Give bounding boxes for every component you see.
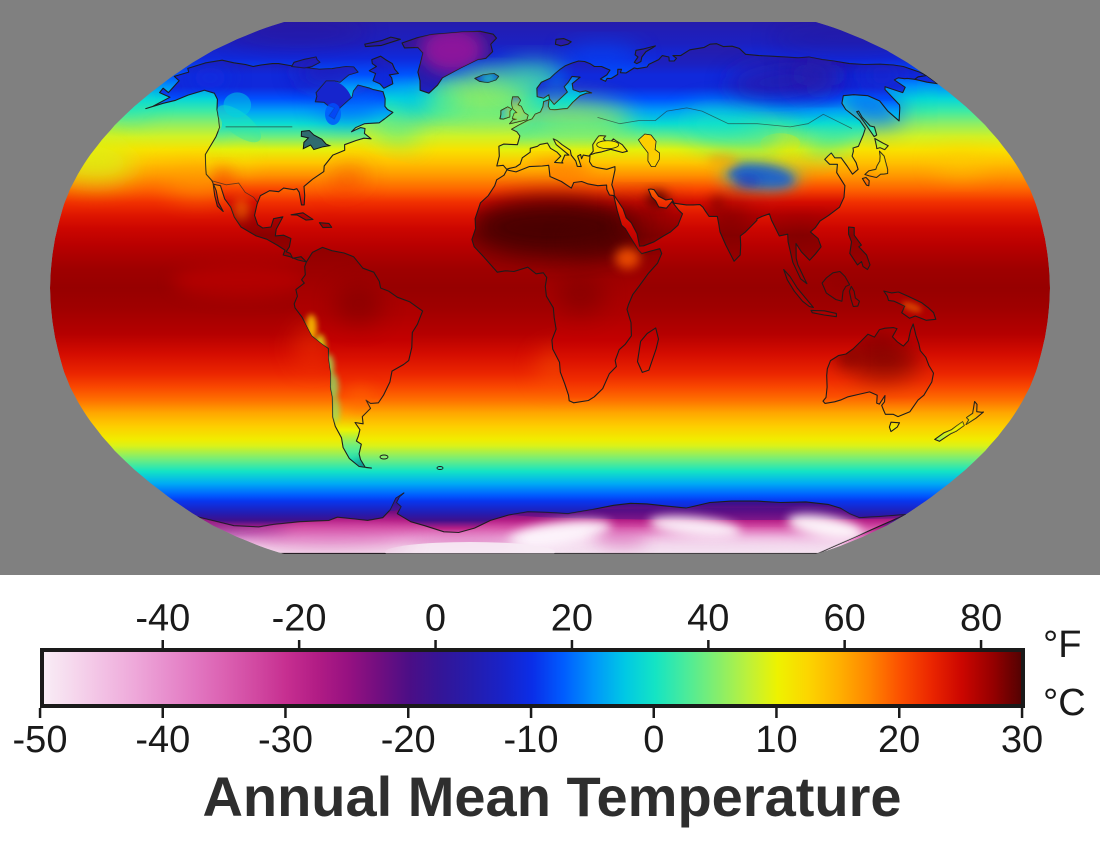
svg-text:-40: -40 xyxy=(135,719,190,761)
svg-text:10: 10 xyxy=(755,719,797,761)
svg-text:40: 40 xyxy=(687,598,729,640)
svg-text:-10: -10 xyxy=(504,719,559,761)
svg-text:0: 0 xyxy=(425,598,446,640)
svg-text:60: 60 xyxy=(824,598,866,640)
svg-text:°F: °F xyxy=(1043,624,1081,666)
svg-text:Annual Mean Temperature: Annual Mean Temperature xyxy=(202,765,901,828)
svg-text:-20: -20 xyxy=(381,719,436,761)
svg-text:-30: -30 xyxy=(258,719,313,761)
svg-text:°C: °C xyxy=(1043,682,1086,724)
svg-text:0: 0 xyxy=(643,719,664,761)
svg-text:20: 20 xyxy=(551,598,593,640)
svg-text:20: 20 xyxy=(878,719,920,761)
svg-text:-40: -40 xyxy=(135,598,190,640)
svg-text:30: 30 xyxy=(1001,719,1043,761)
svg-text:80: 80 xyxy=(960,598,1002,640)
svg-text:-20: -20 xyxy=(272,598,327,640)
svg-text:-50: -50 xyxy=(13,719,68,761)
